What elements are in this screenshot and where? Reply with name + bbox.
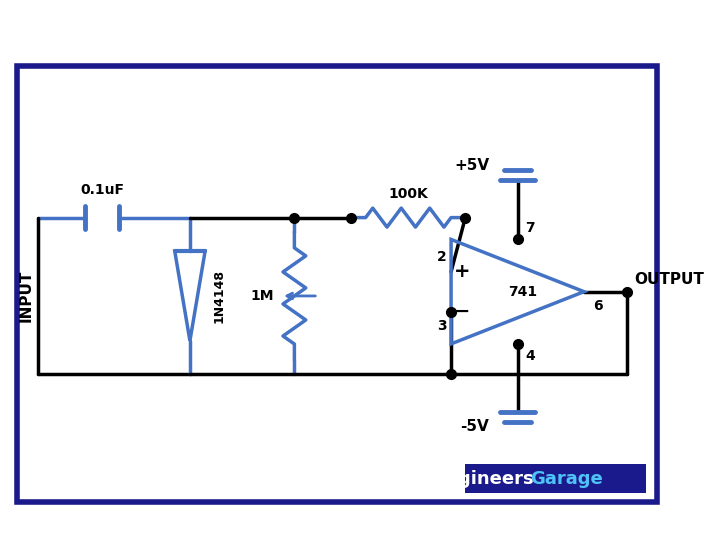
- Text: OUTPUT: OUTPUT: [634, 272, 704, 287]
- Text: 741: 741: [508, 285, 537, 298]
- Text: −: −: [454, 302, 471, 321]
- Text: 0.1uF: 0.1uF: [80, 183, 124, 197]
- FancyBboxPatch shape: [465, 464, 646, 493]
- Text: 100K: 100K: [388, 187, 428, 200]
- Text: 4: 4: [525, 349, 535, 362]
- Text: +5V: +5V: [454, 158, 489, 173]
- Text: Garage: Garage: [530, 470, 603, 488]
- Text: 6: 6: [594, 299, 604, 313]
- Text: Engineers: Engineers: [433, 470, 534, 488]
- Text: 1M: 1M: [250, 289, 273, 303]
- Text: 7: 7: [525, 221, 535, 235]
- FancyBboxPatch shape: [0, 13, 674, 520]
- Text: 1N4148: 1N4148: [213, 269, 226, 323]
- Text: 2: 2: [437, 250, 447, 264]
- Text: INPUT: INPUT: [19, 270, 34, 322]
- Text: +: +: [454, 262, 471, 281]
- Text: 3: 3: [437, 319, 447, 333]
- Text: -5V: -5V: [460, 419, 489, 434]
